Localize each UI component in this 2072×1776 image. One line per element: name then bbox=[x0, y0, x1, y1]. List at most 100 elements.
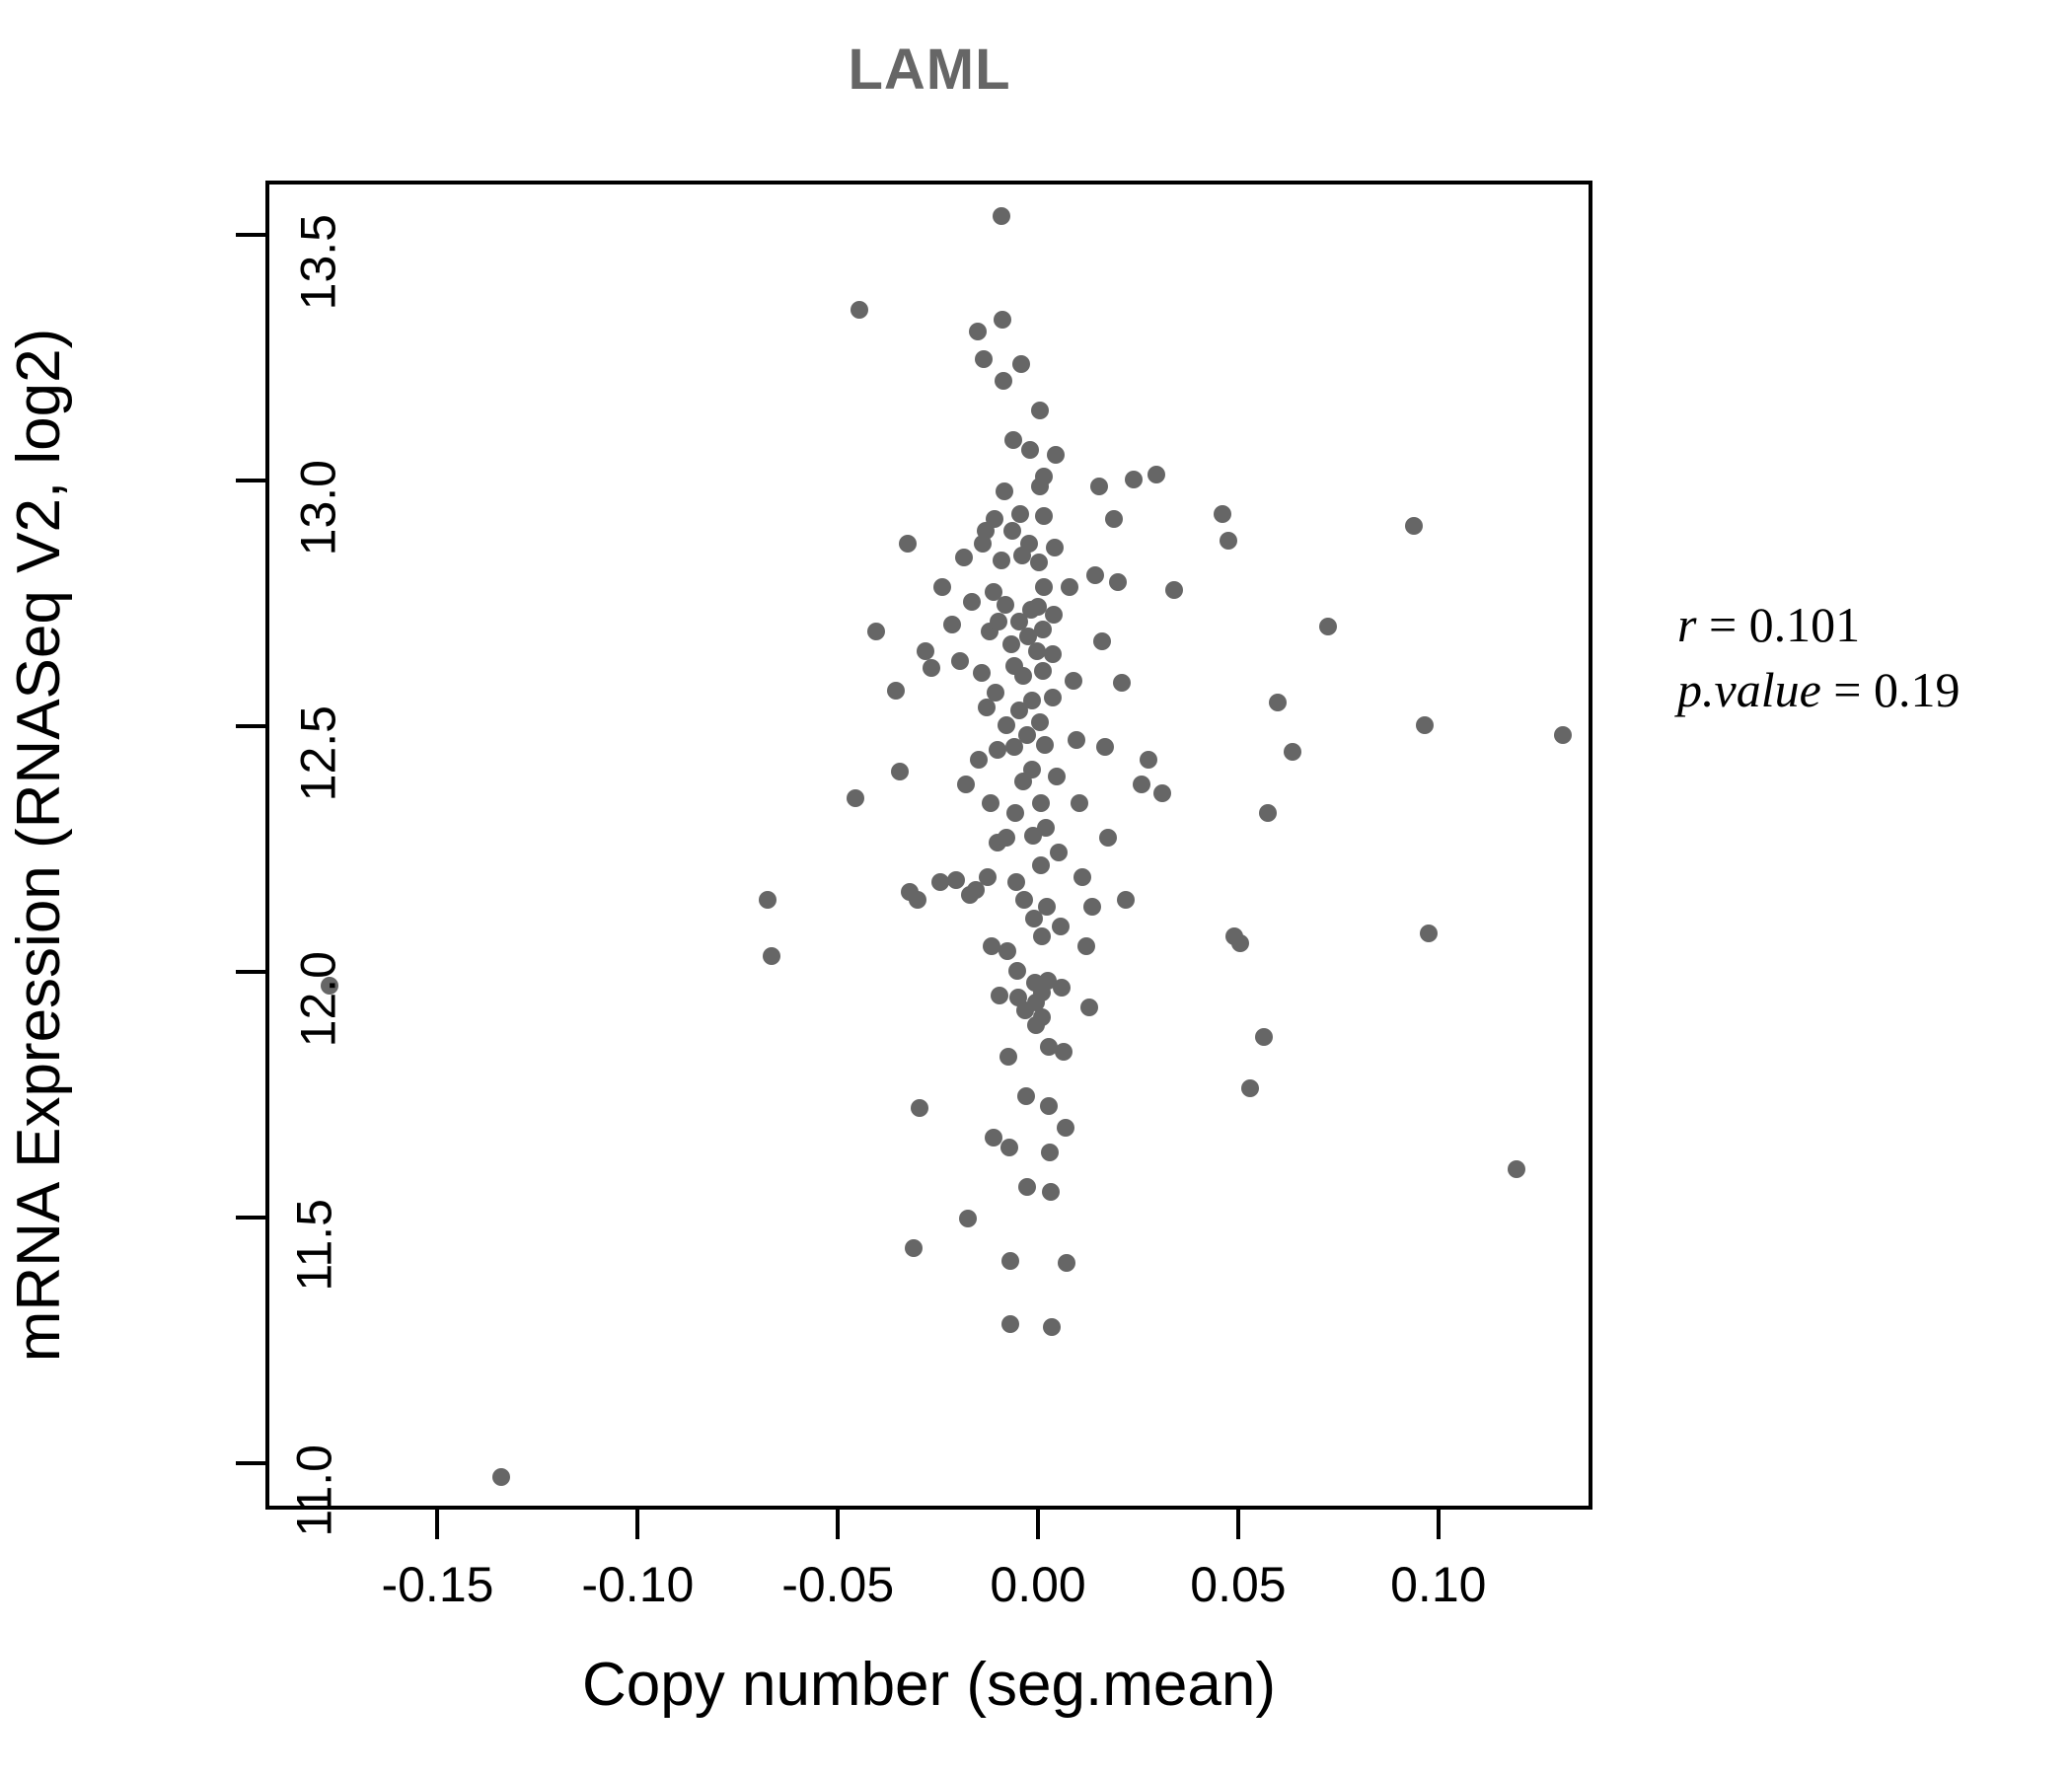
data-point bbox=[985, 583, 1003, 602]
data-point bbox=[1036, 735, 1055, 754]
data-point bbox=[946, 870, 965, 889]
data-point bbox=[1241, 1079, 1260, 1098]
data-point bbox=[959, 1210, 977, 1228]
data-point bbox=[982, 794, 1000, 813]
y-axis-tick bbox=[236, 969, 265, 974]
y-axis-tick-label: 11.5 bbox=[286, 1198, 342, 1292]
data-point bbox=[1019, 628, 1038, 646]
data-point bbox=[1029, 554, 1048, 572]
data-point bbox=[1125, 470, 1144, 488]
data-point bbox=[1164, 580, 1183, 599]
data-point bbox=[1147, 465, 1165, 483]
stats-annotation: r = 0.101 p.value = 0.19 bbox=[1677, 592, 1960, 722]
data-point bbox=[759, 890, 777, 909]
data-point bbox=[1045, 605, 1064, 624]
y-axis-tick-label: 12.0 bbox=[290, 951, 346, 1048]
data-point bbox=[991, 986, 1009, 1004]
correlation-equals: = bbox=[1696, 597, 1749, 652]
data-point bbox=[1010, 613, 1029, 631]
data-point bbox=[1015, 890, 1034, 909]
data-point bbox=[1073, 868, 1092, 887]
data-point bbox=[979, 868, 998, 887]
data-point bbox=[1044, 644, 1063, 663]
x-axis-tick bbox=[1036, 1510, 1041, 1539]
data-point bbox=[990, 613, 1008, 631]
x-axis-tick-label: -0.15 bbox=[381, 1557, 494, 1612]
data-point bbox=[847, 789, 865, 808]
data-point bbox=[999, 1047, 1017, 1066]
data-points-layer bbox=[269, 185, 1589, 1506]
data-point bbox=[1269, 694, 1288, 712]
pvalue-value: 0.19 bbox=[1873, 662, 1961, 717]
data-point bbox=[1023, 760, 1042, 778]
data-point bbox=[1037, 819, 1056, 838]
data-point bbox=[909, 890, 927, 909]
data-point bbox=[1003, 522, 1022, 541]
data-point bbox=[1113, 674, 1132, 693]
data-point bbox=[1064, 671, 1082, 690]
data-point bbox=[989, 740, 1007, 759]
y-axis-label: mRNA Expression (RNASeq V2, log2) bbox=[5, 328, 73, 1363]
y-axis-tick bbox=[236, 232, 265, 237]
data-point bbox=[1046, 539, 1065, 557]
data-point bbox=[1002, 634, 1021, 653]
data-point bbox=[930, 873, 949, 892]
data-point bbox=[1031, 402, 1050, 420]
data-point bbox=[492, 1467, 511, 1486]
data-point bbox=[1003, 430, 1022, 449]
data-point bbox=[886, 681, 905, 700]
data-point bbox=[1020, 440, 1039, 459]
data-point bbox=[987, 684, 1005, 703]
data-point bbox=[1051, 917, 1070, 935]
data-point bbox=[1005, 738, 1024, 757]
data-point bbox=[1071, 794, 1089, 813]
data-point bbox=[1041, 1143, 1060, 1161]
data-point bbox=[1038, 971, 1057, 990]
data-point bbox=[1133, 775, 1151, 793]
data-point bbox=[1076, 936, 1095, 955]
data-point bbox=[1255, 1027, 1274, 1046]
data-point bbox=[1032, 855, 1051, 874]
data-point bbox=[996, 595, 1014, 614]
data-point bbox=[984, 1129, 1002, 1147]
plot-panel bbox=[265, 181, 1592, 1510]
data-point bbox=[1092, 632, 1111, 651]
data-point bbox=[1050, 844, 1069, 862]
pvalue-row: p.value = 0.19 bbox=[1677, 657, 1960, 722]
data-point bbox=[1000, 1251, 1019, 1270]
data-point bbox=[998, 829, 1016, 848]
data-point bbox=[1219, 532, 1237, 551]
data-point bbox=[1037, 898, 1056, 916]
data-point bbox=[1099, 829, 1118, 848]
data-point bbox=[950, 652, 969, 671]
data-point bbox=[1020, 534, 1039, 553]
data-point bbox=[995, 372, 1013, 391]
data-point bbox=[1031, 713, 1050, 732]
data-point bbox=[891, 763, 910, 781]
data-point bbox=[1032, 926, 1051, 945]
data-point bbox=[969, 323, 988, 341]
data-point bbox=[997, 715, 1015, 734]
data-point bbox=[1042, 1317, 1061, 1336]
data-point bbox=[1046, 445, 1065, 464]
correlation-row: r = 0.101 bbox=[1677, 592, 1960, 657]
data-point bbox=[1319, 618, 1338, 636]
x-axis-tick bbox=[1235, 1510, 1240, 1539]
correlation-value: 0.101 bbox=[1748, 597, 1861, 652]
x-axis-tick-label: -0.10 bbox=[581, 1557, 695, 1612]
data-point bbox=[963, 593, 982, 612]
data-point bbox=[1029, 598, 1047, 617]
data-point bbox=[973, 664, 992, 683]
data-point bbox=[1035, 468, 1054, 486]
data-point bbox=[1040, 1096, 1059, 1115]
data-point bbox=[1109, 573, 1128, 592]
data-point bbox=[1024, 910, 1043, 928]
data-point bbox=[1058, 1254, 1076, 1273]
data-point bbox=[1096, 738, 1115, 757]
data-point bbox=[1007, 873, 1026, 892]
y-axis-tick-label: 13.0 bbox=[290, 460, 346, 556]
correlation-symbol: r bbox=[1677, 597, 1697, 652]
x-axis-tick-label: 0.10 bbox=[1390, 1557, 1487, 1612]
data-point bbox=[967, 880, 986, 899]
data-point bbox=[1048, 768, 1067, 786]
